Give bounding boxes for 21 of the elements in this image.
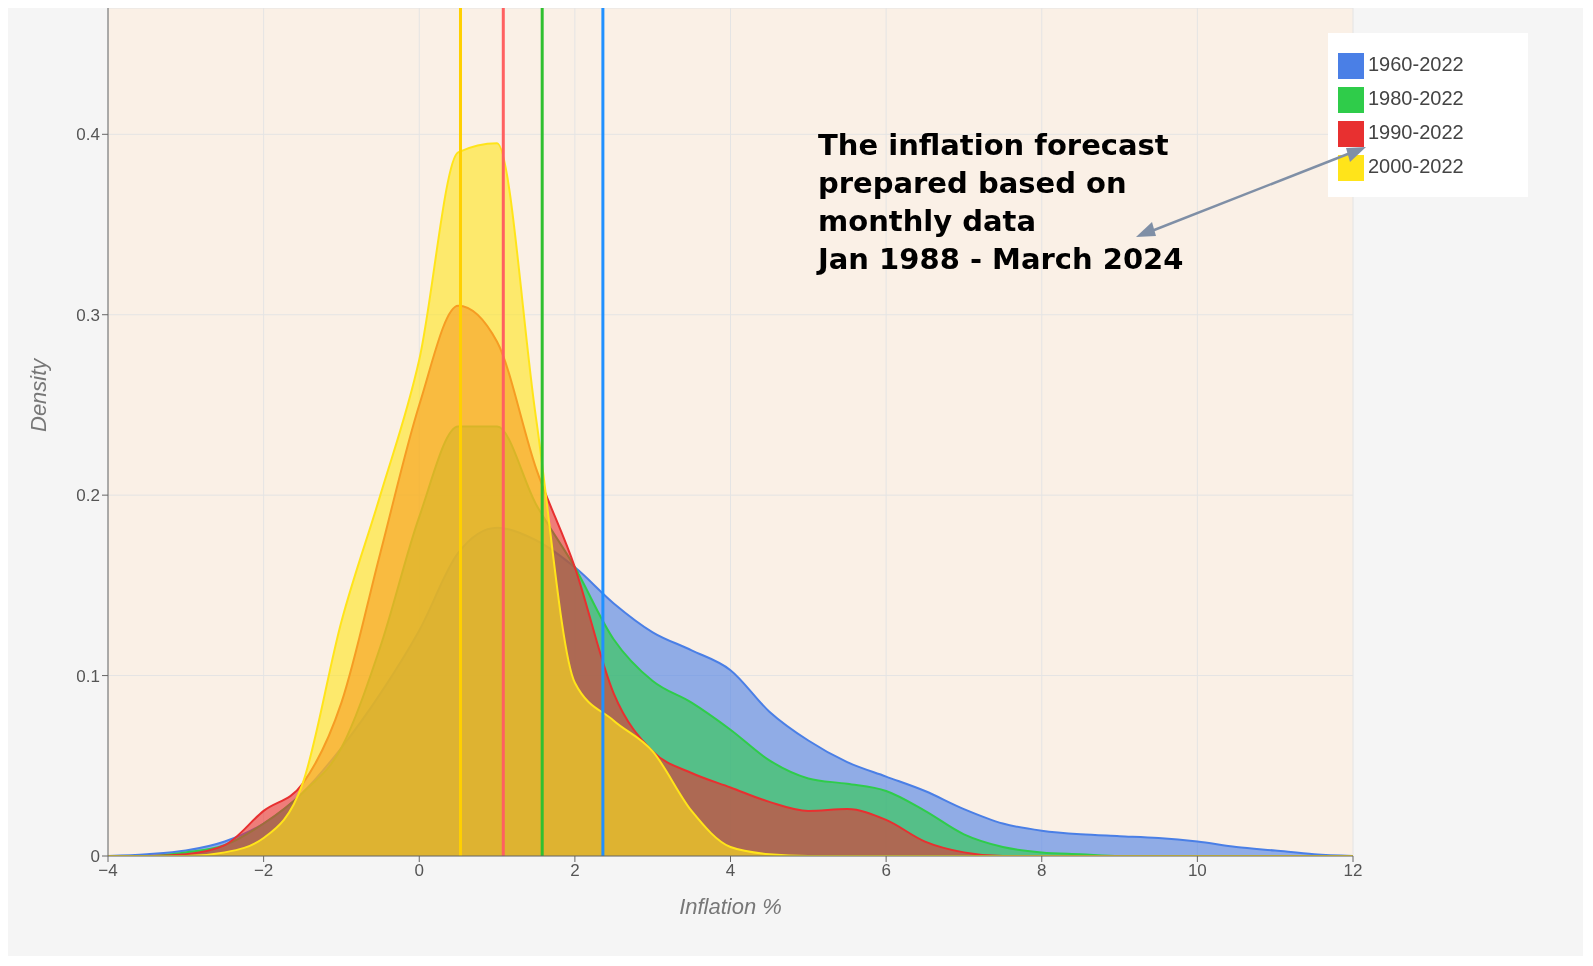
- legend-label: 1980-2022: [1368, 87, 1464, 109]
- legend-label: 1960-2022: [1368, 53, 1464, 75]
- x-tick-label: −4: [98, 861, 118, 881]
- y-axis-title: Density: [25, 356, 51, 432]
- x-tick-label: 12: [1343, 861, 1363, 881]
- y-tick-label: 0: [90, 847, 100, 867]
- x-tick-label: 6: [881, 861, 891, 881]
- legend-label: 1990-2022: [1368, 121, 1464, 143]
- x-tick-label: 10: [1187, 861, 1207, 881]
- y-tick-label: 0.3: [76, 305, 100, 325]
- y-tick-label: 0.2: [76, 486, 100, 506]
- legend-label: 2000-2022: [1368, 155, 1464, 177]
- x-tick-label: −2: [253, 861, 274, 881]
- x-tick-label: 4: [725, 861, 736, 881]
- x-tick-label: 8: [1037, 861, 1047, 881]
- x-tick-label: 2: [570, 861, 580, 881]
- x-tick-label: 0: [414, 861, 424, 881]
- annotation: The inflation forecast prepared based on monthly data Jan 1988 - March 2024: [818, 127, 1184, 278]
- y-tick-label: 0.1: [76, 666, 100, 686]
- x-axis-title: Inflation %: [679, 894, 782, 919]
- y-tick-label: 0.4: [76, 125, 100, 145]
